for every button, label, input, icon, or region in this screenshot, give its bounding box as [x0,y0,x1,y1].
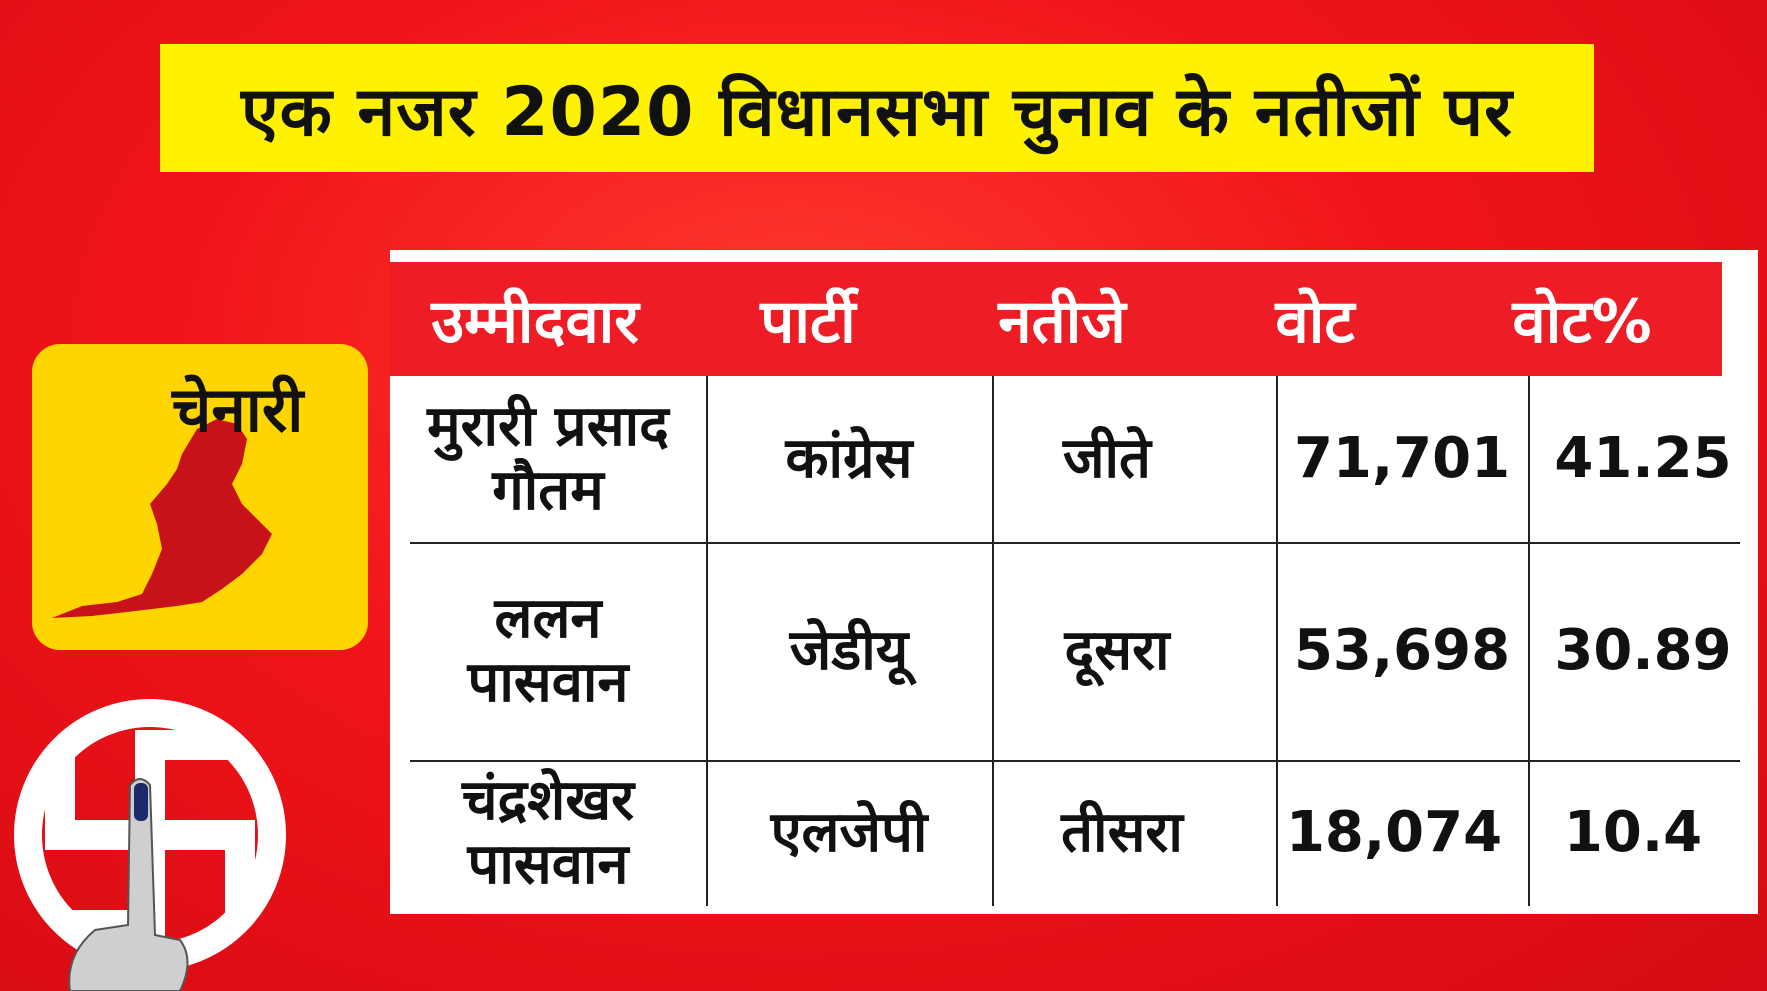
vote-count: 18,074 [1285,799,1503,865]
header-party: पार्टी [760,287,856,357]
vote-percent: 30.89 [1554,617,1732,683]
table-row: ललन पासवान जेडीयू दूसरा 53,698 30.89 [390,542,1732,760]
grid-divider [992,376,994,906]
party-name: एलजेपी [770,799,928,865]
election-symbol-icon [14,699,286,991]
vote-count: 53,698 [1293,617,1511,683]
header-candidate: उम्मीदवार [431,287,639,357]
page-title: एक नजर 2020 विधानसभा चुनाव के नतीजों पर [241,72,1513,152]
candidate-name: ललन पासवान [467,585,629,715]
candidate-name: मुरारी प्रसाद गौतम [427,393,669,523]
candidate-name: चंद्रशेखर पासवान [461,767,635,897]
result-status: तीसरा [1061,799,1183,865]
header-vote-percent: वोट% [1512,287,1652,357]
constituency-map-icon [52,419,272,618]
table-row: मुरारी प्रसाद गौतम कांग्रेस जीते 71,701 … [390,376,1731,542]
grid-divider [1276,376,1278,906]
constituency-name: चेनारी [172,373,304,446]
result-status: दूसरा [1064,617,1170,683]
table-row: चंद्रशेखर पासवान एलजेपी तीसरा 18,074 10.… [390,760,1722,906]
table-header: उम्मीदवार पार्टी नतीजे वोट वोट% [390,262,1722,376]
party-name: जेडीयू [789,617,909,683]
party-name: कांग्रेस [785,425,913,491]
result-status: जीते [1063,425,1151,491]
vote-percent: 41.25 [1554,425,1732,491]
header-result: नतीजे [998,287,1126,357]
vote-count: 71,701 [1293,425,1511,491]
title-banner: एक नजर 2020 विधानसभा चुनाव के नतीजों पर [160,44,1594,172]
results-table: उम्मीदवार पार्टी नतीजे वोट वोट% मुरारी प… [390,250,1758,914]
grid-divider [706,376,708,906]
grid-divider [1528,376,1530,906]
grid-divider [410,542,1740,544]
header-votes: वोट [1275,287,1355,357]
constituency-card: चेनारी [32,344,368,650]
vote-percent: 10.4 [1563,799,1703,865]
grid-divider [410,760,1740,762]
